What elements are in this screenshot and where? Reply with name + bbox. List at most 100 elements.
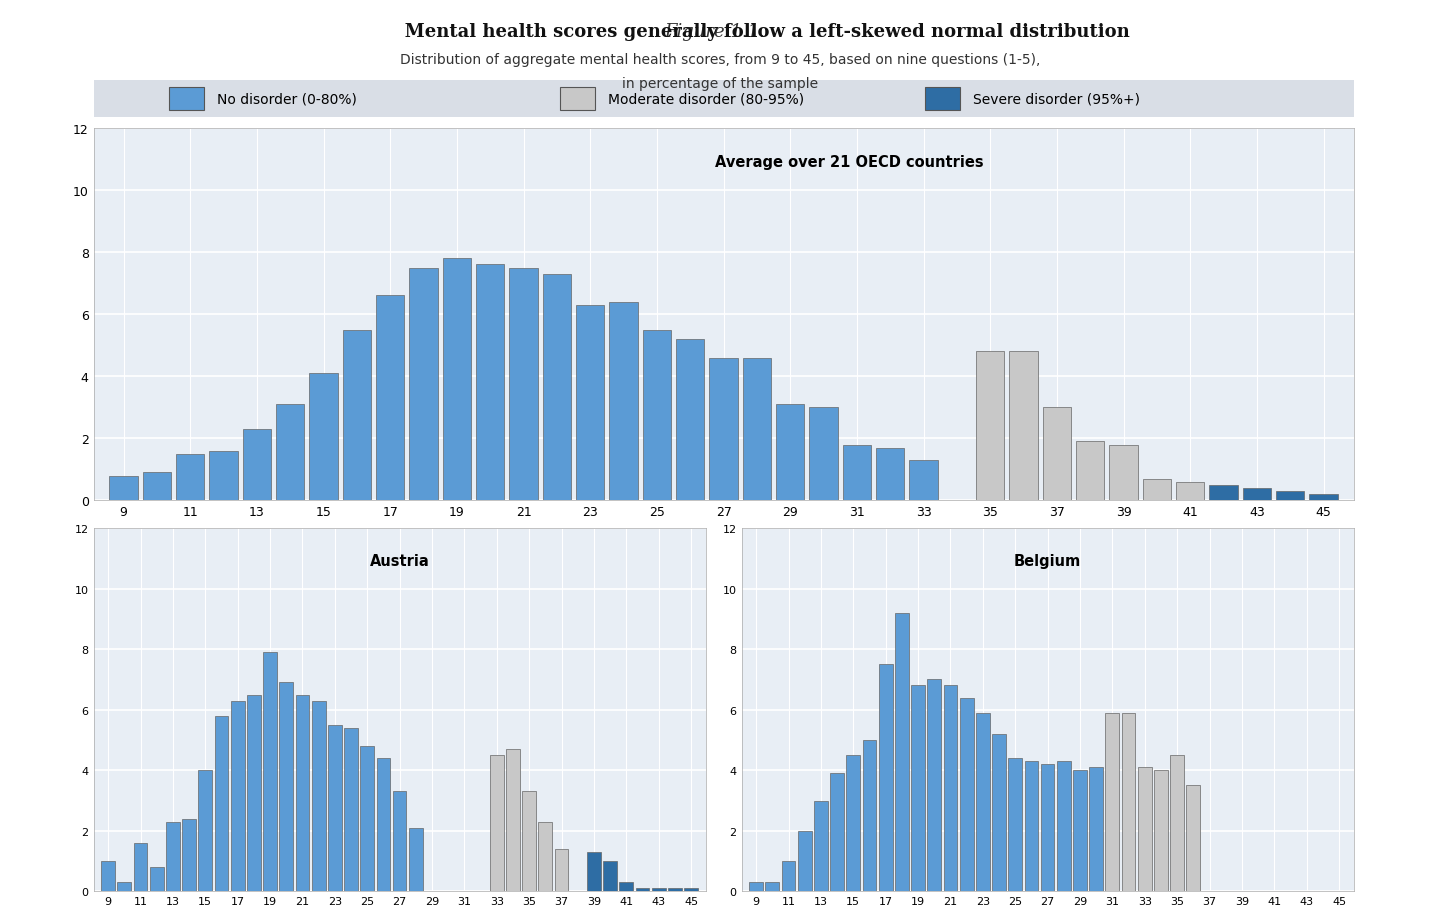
Bar [442, 259, 471, 501]
Bar [863, 740, 877, 891]
Bar [1073, 770, 1087, 891]
Bar [809, 408, 838, 501]
Text: Distribution of aggregate mental health scores, from 9 to 45, based on nine ques: Distribution of aggregate mental health … [400, 53, 1040, 67]
Bar [554, 849, 569, 891]
Bar [279, 683, 294, 891]
Bar [910, 460, 937, 501]
Bar [1106, 713, 1119, 891]
Bar [652, 889, 665, 891]
Bar [1041, 765, 1054, 891]
Bar [376, 758, 390, 891]
Bar [609, 302, 638, 501]
Bar [295, 695, 310, 891]
Bar [109, 476, 138, 501]
Bar [118, 882, 131, 891]
Bar [1057, 761, 1071, 891]
Bar [1243, 488, 1272, 501]
Bar [588, 852, 600, 891]
Bar [831, 774, 844, 891]
Bar [344, 728, 359, 891]
Bar [510, 268, 537, 501]
Bar [1309, 494, 1338, 501]
Text: No disorder (0-80%): No disorder (0-80%) [217, 92, 357, 107]
Bar [776, 404, 805, 501]
Bar [1210, 485, 1238, 501]
Bar [766, 882, 779, 891]
Bar [1138, 767, 1152, 891]
Text: Belgium: Belgium [1014, 554, 1081, 569]
Bar [1276, 492, 1305, 501]
Bar [328, 725, 341, 891]
Bar [264, 652, 276, 891]
Text: Severe disorder (95%+): Severe disorder (95%+) [973, 92, 1140, 107]
Bar [677, 339, 704, 501]
Bar [1009, 352, 1038, 501]
Bar [1122, 713, 1135, 891]
Bar [477, 265, 504, 501]
Bar [343, 330, 372, 501]
Bar [199, 770, 212, 891]
Bar [543, 275, 572, 501]
Bar [143, 473, 171, 501]
Bar [409, 268, 438, 501]
Bar [490, 755, 504, 891]
Bar [798, 831, 812, 891]
Bar [603, 861, 616, 891]
Bar [376, 296, 405, 501]
Bar [183, 819, 196, 891]
Bar [876, 448, 904, 501]
Bar [782, 861, 795, 891]
Bar [943, 686, 958, 891]
Bar [1076, 442, 1104, 501]
Text: Average over 21 OECD countries: Average over 21 OECD countries [716, 154, 984, 170]
Bar [1109, 445, 1138, 501]
Bar [847, 755, 860, 891]
Text: Figure 1.1.: Figure 1.1. [664, 23, 776, 41]
Bar [409, 828, 423, 891]
Bar [170, 87, 204, 111]
Bar [1187, 786, 1200, 891]
Bar [150, 868, 164, 891]
Bar [668, 889, 681, 891]
Bar [1153, 770, 1168, 891]
Bar [560, 87, 595, 111]
Bar [926, 87, 960, 111]
Bar [209, 451, 238, 501]
Bar [166, 822, 180, 891]
Bar [743, 358, 770, 501]
Text: in percentage of the sample: in percentage of the sample [622, 77, 818, 91]
Bar [814, 800, 828, 891]
Bar [248, 695, 261, 891]
Bar [1008, 758, 1022, 891]
Bar [243, 429, 271, 501]
Bar [539, 822, 552, 891]
Bar [134, 843, 147, 891]
Bar [360, 746, 374, 891]
Bar [276, 404, 304, 501]
Bar [896, 613, 909, 891]
Bar [992, 734, 1007, 891]
Bar [505, 749, 520, 891]
Bar [1024, 761, 1038, 891]
Bar [642, 330, 671, 501]
Bar [960, 698, 973, 891]
Bar [215, 716, 229, 891]
Text: Austria: Austria [370, 554, 429, 569]
Bar [927, 680, 942, 891]
Bar [976, 713, 989, 891]
Bar [101, 861, 115, 891]
Bar [576, 305, 605, 501]
Bar [878, 664, 893, 891]
Bar [710, 358, 737, 501]
Bar [312, 701, 325, 891]
Bar [1171, 755, 1184, 891]
Bar [749, 882, 763, 891]
Text: Mental health scores generally follow a left-skewed normal distribution: Mental health scores generally follow a … [311, 23, 1129, 41]
Bar [1043, 408, 1071, 501]
Bar [1143, 479, 1171, 501]
Bar [230, 701, 245, 891]
Bar [912, 686, 924, 891]
Text: Moderate disorder (80-95%): Moderate disorder (80-95%) [608, 92, 804, 107]
Bar [976, 352, 1005, 501]
Bar [842, 445, 871, 501]
